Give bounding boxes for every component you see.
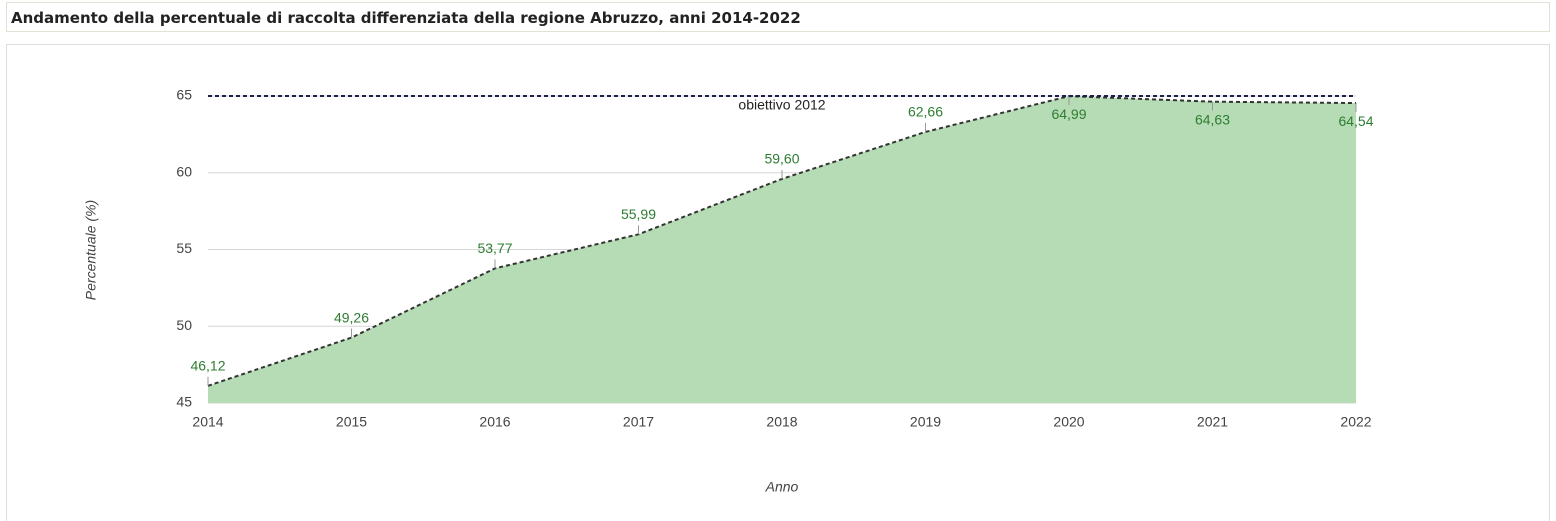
x-axis-title: Anno	[765, 479, 799, 495]
value-label: 53,77	[477, 240, 512, 256]
value-label: 64,99	[1051, 106, 1086, 122]
y-tick-label: 50	[176, 317, 192, 333]
reference-label: obiettivo 2012	[738, 97, 825, 113]
x-tick-label: 2018	[766, 414, 797, 430]
x-tick-label: 2022	[1340, 414, 1371, 430]
value-label: 62,66	[908, 104, 943, 120]
x-tick-label: 2019	[910, 414, 941, 430]
value-label: 64,63	[1195, 111, 1230, 127]
value-label: 46,12	[190, 358, 225, 374]
x-tick-label: 2021	[1197, 414, 1228, 430]
header: Andamento della percentuale di raccolta …	[6, 2, 1550, 32]
y-tick-label: 60	[176, 163, 192, 179]
x-tick-label: 2017	[623, 414, 654, 430]
x-tick-label: 2015	[336, 414, 367, 430]
x-tick-label: 2016	[479, 414, 510, 430]
chart-title: Andamento della percentuale di raccolta …	[11, 9, 801, 27]
value-label: 64,54	[1338, 113, 1373, 129]
y-axis-title: Percentuale (%)	[83, 200, 99, 300]
value-label: 55,99	[621, 206, 656, 222]
y-tick-label: 45	[176, 394, 192, 410]
y-tick-label: 55	[176, 240, 192, 256]
area	[208, 96, 1356, 403]
chart-panel	[6, 44, 1550, 521]
y-tick-label: 65	[176, 87, 192, 103]
value-label: 59,60	[764, 151, 799, 167]
x-tick-label: 2020	[1053, 414, 1084, 430]
value-label: 49,26	[334, 309, 369, 325]
x-tick-label: 2014	[192, 414, 223, 430]
